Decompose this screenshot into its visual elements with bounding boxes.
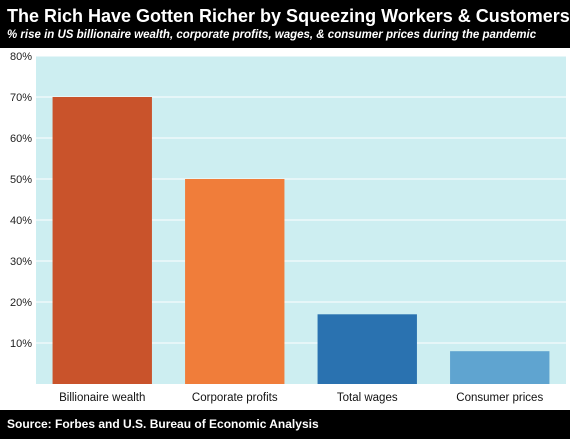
bar-chart: 10% 20% 30% 40% 50% 60% 70% 80% Billionaire wea…: [0, 48, 570, 410]
y-tick-label: 30%: [10, 256, 32, 268]
bar-corporate-profits: [185, 179, 285, 384]
chart-title: The Rich Have Gotten Richer by Squeezing…: [7, 6, 570, 26]
category-label: Billionaire wealth: [59, 392, 145, 404]
bars: [52, 97, 550, 384]
category-label: Corporate profits: [192, 392, 278, 404]
y-tick-label: 10%: [10, 338, 32, 350]
bar-total-wages: [317, 314, 417, 384]
y-tick-label: 80%: [10, 51, 32, 63]
category-label: Total wages: [337, 392, 398, 404]
category-labels: Billionaire wealth Corporate profits Total…: [59, 392, 543, 404]
bar-consumer-prices: [450, 351, 550, 384]
y-axis-ticks: 10% 20% 30% 40% 50% 60% 70% 80%: [10, 51, 32, 350]
bar-billionaire-wealth: [52, 97, 152, 384]
y-tick-label: 60%: [10, 133, 32, 145]
chart-header: The Rich Have Gotten Richer by Squeezing…: [0, 0, 570, 48]
y-tick-label: 20%: [10, 297, 32, 309]
y-tick-label: 50%: [10, 174, 32, 186]
y-tick-label: 70%: [10, 92, 32, 104]
chart-footer: Source: Forbes and U.S. Bureau of Econom…: [0, 410, 570, 439]
y-tick-label: 40%: [10, 215, 32, 227]
bar-chart-svg: 10% 20% 30% 40% 50% 60% 70% 80% Billionaire wea…: [10, 51, 566, 404]
category-label: Consumer prices: [456, 392, 543, 404]
source-note: Source: Forbes and U.S. Bureau of Econom…: [7, 417, 319, 431]
chart-subtitle: % rise in US billionaire wealth, corpora…: [7, 29, 537, 41]
